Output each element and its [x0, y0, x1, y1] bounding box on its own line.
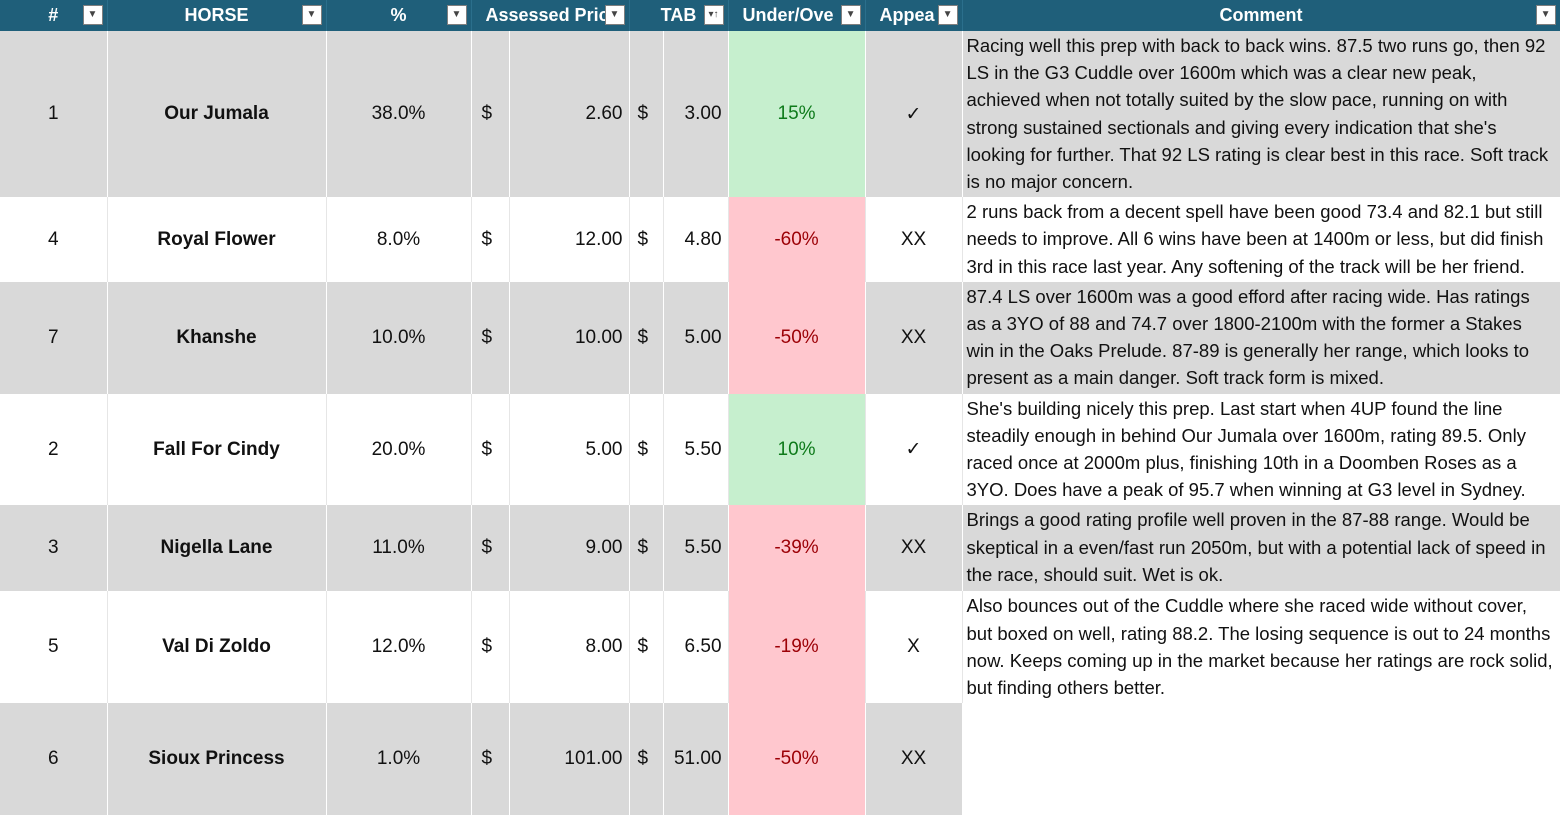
- table-row[interactable]: 3 Nigella Lane 11.0% $ 9.00 $ 5.50 -39% …: [0, 505, 1560, 592]
- cell-num[interactable]: 3: [0, 505, 108, 592]
- filter-dropdown-icon[interactable]: ▼: [937, 5, 958, 25]
- header-row: # ▼ HORSE ▼ % ▼ Assessed Pric ▼ TAB ▾↑ Under/…: [0, 0, 1560, 31]
- cell-tab-currency[interactable]: $: [629, 197, 664, 282]
- table-row[interactable]: 2 Fall For Cindy 20.0% $ 5.00 $ 5.50 10%…: [0, 393, 1560, 506]
- cell-under-over[interactable]: 15%: [728, 31, 866, 198]
- cell-tab[interactable]: 4.80: [663, 197, 729, 282]
- cell-assessed-price[interactable]: 9.00: [509, 505, 630, 592]
- cell-under-over[interactable]: -50%: [728, 703, 866, 815]
- cell-currency[interactable]: $: [471, 393, 510, 506]
- header-horse[interactable]: HORSE ▼: [107, 0, 327, 31]
- cell-tab-currency[interactable]: $: [629, 505, 664, 592]
- cell-tab-currency[interactable]: $: [629, 703, 664, 815]
- cell-currency[interactable]: $: [471, 197, 510, 282]
- cell-comment[interactable]: Also bounces out of the Cuddle where she…: [962, 591, 1560, 704]
- cell-pct[interactable]: 20.0%: [326, 393, 472, 506]
- cell-num[interactable]: 2: [0, 393, 108, 506]
- cell-pct[interactable]: 10.0%: [326, 281, 472, 394]
- filter-dropdown-icon[interactable]: ▼: [604, 5, 625, 25]
- cell-tab[interactable]: 6.50: [663, 591, 729, 704]
- cell-currency[interactable]: $: [471, 31, 510, 198]
- filter-dropdown-icon[interactable]: ▼: [840, 5, 861, 25]
- header-appeal[interactable]: Appea ▼: [865, 0, 963, 31]
- cell-tab[interactable]: 5.00: [663, 281, 729, 394]
- cell-appeal[interactable]: XX: [865, 281, 963, 394]
- cell-pct[interactable]: 12.0%: [326, 591, 472, 704]
- cell-comment[interactable]: 87.4 LS over 1600m was a good efford aft…: [962, 281, 1560, 394]
- cell-comment[interactable]: Racing well this prep with back to back …: [962, 31, 1560, 198]
- cell-pct[interactable]: 8.0%: [326, 197, 472, 282]
- cell-num[interactable]: 5: [0, 591, 108, 704]
- cell-currency[interactable]: $: [471, 505, 510, 592]
- cell-num[interactable]: 7: [0, 281, 108, 394]
- cell-currency[interactable]: $: [471, 703, 510, 815]
- cell-tab[interactable]: 51.00: [663, 703, 729, 815]
- filter-dropdown-icon[interactable]: ▼: [301, 5, 322, 25]
- cell-num[interactable]: 4: [0, 197, 108, 282]
- cell-horse[interactable]: Royal Flower: [107, 197, 327, 282]
- filter-dropdown-icon[interactable]: ▼: [1535, 5, 1556, 25]
- filter-dropdown-icon[interactable]: ▼: [446, 5, 467, 25]
- filter-dropdown-icon[interactable]: ▼: [82, 5, 103, 25]
- cell-appeal[interactable]: ✓: [865, 31, 963, 198]
- cell-tab-currency[interactable]: $: [629, 31, 664, 198]
- cell-assessed-price[interactable]: 12.00: [509, 197, 630, 282]
- sort-ascending-icon[interactable]: ▾↑: [703, 5, 724, 25]
- cell-currency[interactable]: $: [471, 281, 510, 394]
- table-row[interactable]: 1 Our Jumala 38.0% $ 2.60 $ 3.00 15% ✓ R…: [0, 31, 1560, 198]
- cell-comment[interactable]: She's building nicely this prep. Last st…: [962, 393, 1560, 506]
- cell-num[interactable]: 6: [0, 703, 108, 815]
- table-row[interactable]: 4 Royal Flower 8.0% $ 12.00 $ 4.80 -60% …: [0, 197, 1560, 282]
- table-row[interactable]: 7 Khanshe 10.0% $ 10.00 $ 5.00 -50% XX 8…: [0, 281, 1560, 394]
- cell-appeal[interactable]: ✓: [865, 393, 963, 506]
- cell-horse[interactable]: Val Di Zoldo: [107, 591, 327, 704]
- cell-comment[interactable]: Brings a good rating profile well proven…: [962, 505, 1560, 592]
- cell-tab-currency[interactable]: $: [629, 281, 664, 394]
- cell-tab[interactable]: 5.50: [663, 505, 729, 592]
- cell-tab-currency[interactable]: $: [629, 393, 664, 506]
- cell-tab[interactable]: 5.50: [663, 393, 729, 506]
- cell-under-over[interactable]: -60%: [728, 197, 866, 282]
- cell-tab[interactable]: 3.00: [663, 31, 729, 198]
- header-num[interactable]: # ▼: [0, 0, 108, 31]
- header-tab[interactable]: TAB ▾↑: [629, 0, 729, 31]
- cell-assessed-price[interactable]: 10.00: [509, 281, 630, 394]
- cell-currency[interactable]: $: [471, 591, 510, 704]
- cell-tab-currency[interactable]: $: [629, 591, 664, 704]
- cell-under-over[interactable]: 10%: [728, 393, 866, 506]
- cell-assessed-price[interactable]: 5.00: [509, 393, 630, 506]
- table-row[interactable]: 6 Sioux Princess 1.0% $ 101.00 $ 51.00 -…: [0, 703, 1560, 815]
- cell-num[interactable]: 1: [0, 31, 108, 198]
- cell-horse[interactable]: Our Jumala: [107, 31, 327, 198]
- cell-appeal[interactable]: XX: [865, 703, 963, 815]
- cell-under-over[interactable]: -19%: [728, 591, 866, 704]
- cell-horse[interactable]: Khanshe: [107, 281, 327, 394]
- cell-pct[interactable]: 11.0%: [326, 505, 472, 592]
- cell-horse[interactable]: Nigella Lane: [107, 505, 327, 592]
- cell-comment[interactable]: 2 runs back from a decent spell have bee…: [962, 197, 1560, 282]
- cell-assessed-price[interactable]: 2.60: [509, 31, 630, 198]
- cell-assessed-price[interactable]: 8.00: [509, 591, 630, 704]
- cell-under-over[interactable]: -39%: [728, 505, 866, 592]
- header-under-over[interactable]: Under/Ove ▼: [728, 0, 866, 31]
- cell-pct[interactable]: 1.0%: [326, 703, 472, 815]
- cell-assessed-price[interactable]: 101.00: [509, 703, 630, 815]
- cell-pct[interactable]: 38.0%: [326, 31, 472, 198]
- header-assessed-price[interactable]: Assessed Pric ▼: [471, 0, 630, 31]
- header-comment[interactable]: Comment ▼: [962, 0, 1560, 31]
- cell-horse[interactable]: Fall For Cindy: [107, 393, 327, 506]
- cell-appeal[interactable]: XX: [865, 505, 963, 592]
- header-pct[interactable]: % ▼: [326, 0, 472, 31]
- cell-appeal[interactable]: XX: [865, 197, 963, 282]
- cell-comment[interactable]: [962, 703, 1560, 815]
- cell-horse[interactable]: Sioux Princess: [107, 703, 327, 815]
- table-row[interactable]: 5 Val Di Zoldo 12.0% $ 8.00 $ 6.50 -19% …: [0, 591, 1560, 704]
- cell-appeal[interactable]: X: [865, 591, 963, 704]
- cell-under-over[interactable]: -50%: [728, 281, 866, 394]
